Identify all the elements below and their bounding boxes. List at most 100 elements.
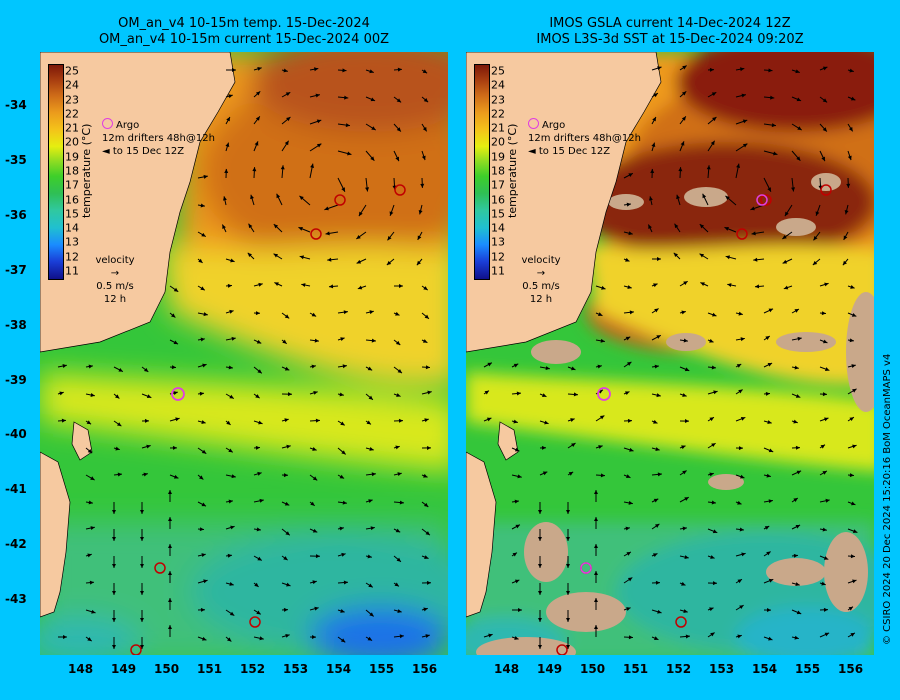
current-arrow [365, 554, 372, 559]
current-arrow [763, 608, 772, 613]
current-arrow [707, 416, 715, 422]
current-arrow [595, 312, 603, 317]
current-arrow [328, 284, 339, 289]
colorbar-tick: 25 [491, 64, 505, 78]
current-arrow [253, 116, 261, 125]
current-arrow [365, 366, 373, 371]
current-arrow [511, 607, 523, 612]
current-arrow [253, 141, 259, 152]
current-arrow [57, 635, 68, 640]
current-arrow [337, 552, 346, 557]
current-arrow [85, 500, 93, 505]
current-arrow [393, 393, 401, 397]
colorbar-tick: 12 [491, 250, 505, 264]
current-arrow [566, 502, 570, 514]
right-legend-todate-label: to 15 Dec 12Z [538, 146, 611, 157]
current-arrow [595, 415, 605, 422]
current-arrow [281, 339, 287, 345]
argo-marker-icon [756, 194, 768, 206]
current-arrow [393, 528, 401, 533]
current-arrow [791, 470, 802, 476]
current-arrow [791, 308, 800, 314]
current-arrow [274, 282, 283, 287]
current-arrow [309, 474, 318, 481]
left-legend-drifters: 12m drifters 48h@12h [102, 133, 215, 144]
current-arrow [281, 68, 288, 73]
current-arrow [594, 544, 598, 556]
current-arrow [679, 496, 690, 503]
current-arrow [791, 365, 799, 370]
current-arrow [281, 392, 293, 397]
current-arrow [707, 472, 714, 477]
current-arrow [225, 336, 236, 341]
current-arrow [566, 529, 570, 541]
current-arrow [651, 116, 657, 125]
current-arrow [623, 551, 632, 557]
current-arrow [281, 91, 291, 98]
argo-marker-icon [171, 387, 185, 401]
cloud-gap [811, 173, 841, 191]
drifter-marker-icon [249, 616, 261, 628]
current-arrow [735, 416, 746, 422]
cloud-gap [684, 187, 728, 207]
current-arrow [699, 223, 709, 233]
current-arrow [707, 555, 715, 559]
current-arrow [281, 633, 290, 638]
current-arrow [651, 636, 659, 641]
current-arrow [791, 150, 801, 162]
current-arrow [250, 194, 255, 206]
left-title-line2: OM_an_v4 10-15m current 15-Dec-2024 00Z [98, 32, 390, 47]
current-arrow [751, 231, 765, 236]
current-arrow [57, 418, 67, 423]
current-arrow [735, 578, 743, 584]
current-arrow [197, 553, 206, 558]
current-arrow [623, 231, 633, 236]
current-arrow [421, 580, 432, 585]
mainland-land [40, 52, 236, 353]
current-arrow [511, 391, 522, 396]
left-legend-todate: ◄ to 15 Dec 12Z [102, 146, 185, 157]
current-arrow [253, 527, 262, 532]
colorbar-tick: 17 [491, 178, 505, 192]
current-arrow [511, 499, 519, 504]
current-arrow [393, 445, 400, 450]
current-arrow [538, 529, 542, 541]
right-colorbar-title: temperature (°C) [506, 123, 519, 218]
current-arrow [309, 635, 317, 640]
current-arrow [707, 91, 717, 98]
current-arrow [281, 116, 291, 125]
current-arrow [337, 123, 351, 128]
current-arrow [253, 636, 264, 641]
current-arrow [763, 95, 775, 100]
left-velocity-title: velocity [95, 255, 135, 266]
current-arrow [539, 471, 548, 476]
current-arrow [735, 604, 744, 611]
current-arrow [651, 364, 659, 369]
colorbar-tick: 14 [65, 221, 79, 235]
latitude-tick: -41 [5, 482, 27, 497]
current-arrow [679, 366, 690, 372]
current-arrow [819, 555, 829, 560]
current-arrow [85, 474, 95, 481]
current-arrow [679, 419, 690, 424]
current-arrow [421, 96, 429, 103]
current-arrow [281, 140, 290, 152]
current-arrow [847, 123, 854, 132]
current-arrow [595, 338, 605, 343]
current-arrow [847, 68, 854, 73]
latitude-tick: -42 [5, 537, 27, 552]
current-arrow [651, 256, 662, 261]
longitude-tick: 153 [283, 662, 309, 676]
right-velocity-arrow-icon: → [536, 268, 546, 279]
latitude-tick: -36 [5, 207, 27, 222]
current-arrow [594, 517, 598, 529]
right-velocity-title: velocity [521, 255, 561, 266]
current-arrow [421, 634, 430, 639]
current-arrow [842, 258, 849, 266]
current-arrow [623, 474, 631, 479]
current-arrow [197, 337, 205, 342]
current-arrow [280, 165, 285, 179]
current-arrow [791, 336, 802, 341]
current-arrow [253, 555, 263, 561]
current-arrow [724, 226, 737, 233]
